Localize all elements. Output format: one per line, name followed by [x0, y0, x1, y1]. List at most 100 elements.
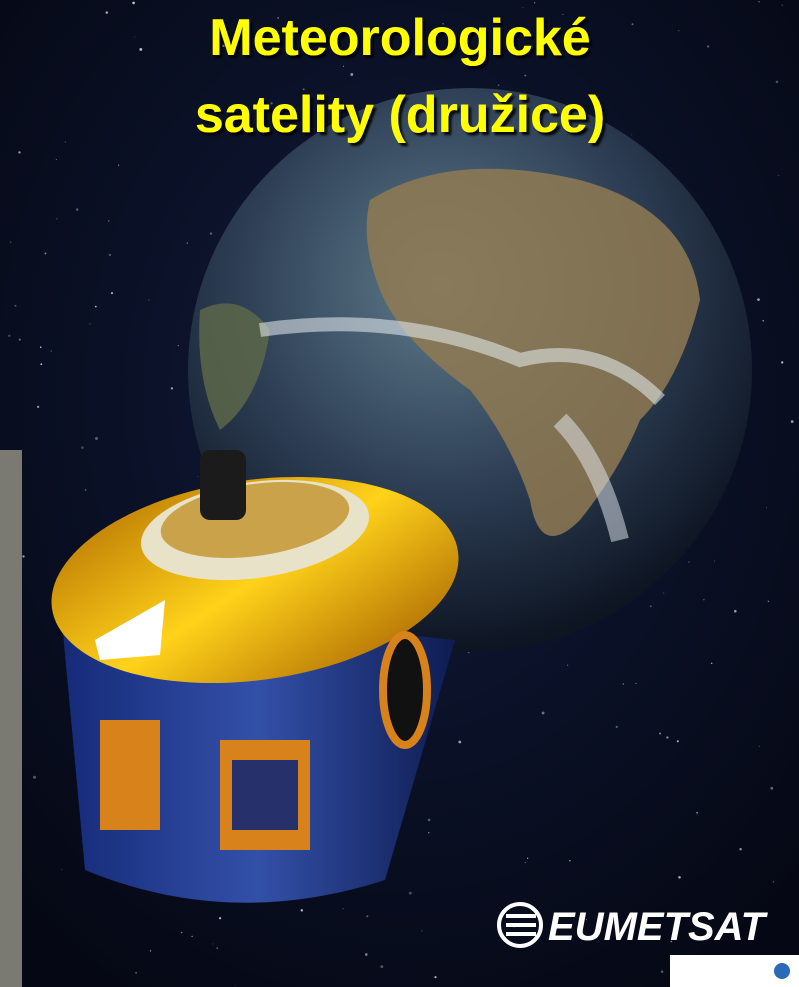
star: [541, 711, 545, 715]
star: [234, 985, 236, 987]
star: [75, 208, 79, 211]
star: [534, 2, 536, 4]
star: [676, 740, 679, 743]
logo-text: EUMETSAT: [548, 905, 769, 949]
star: [61, 869, 63, 871]
star: [631, 23, 634, 26]
star: [427, 818, 431, 822]
star: [585, 919, 587, 921]
star: [302, 88, 305, 91]
star: [108, 253, 112, 257]
star: [84, 489, 87, 491]
star: [56, 218, 58, 220]
star: [209, 232, 213, 235]
star: [524, 74, 527, 77]
star: [81, 446, 84, 449]
star: [64, 141, 66, 143]
star: [50, 350, 52, 352]
star: [10, 241, 12, 243]
star: [739, 847, 742, 851]
star: [55, 158, 57, 160]
star: [94, 305, 97, 308]
star: [758, 1, 760, 3]
star: [526, 857, 529, 859]
star: [562, 13, 564, 15]
star: [22, 555, 25, 558]
star: [758, 745, 760, 747]
star: [734, 609, 737, 613]
star: [659, 732, 662, 735]
star: [442, 23, 444, 25]
star: [366, 915, 369, 918]
star: [666, 736, 669, 739]
star: [622, 683, 624, 685]
star: [139, 47, 143, 51]
star: [135, 971, 137, 974]
star: [421, 930, 423, 932]
logo: [497, 902, 543, 948]
star: [18, 151, 21, 154]
star: [757, 298, 760, 301]
star: [95, 437, 98, 440]
corner-icon: [774, 963, 790, 979]
star: [300, 909, 304, 912]
star: [660, 970, 664, 973]
star: [36, 405, 40, 409]
star: [408, 891, 412, 895]
star: [107, 220, 110, 222]
star: [428, 832, 430, 834]
star: [148, 299, 150, 301]
star: [678, 876, 681, 879]
star: [263, 26, 265, 28]
star: [342, 65, 345, 67]
star: [688, 561, 690, 563]
star: [44, 252, 47, 255]
star: [775, 80, 779, 84]
star: [89, 323, 91, 325]
star: [635, 682, 637, 685]
star: [170, 387, 174, 390]
star: [380, 965, 384, 969]
star: [458, 740, 462, 744]
star: [522, 7, 524, 9]
star: [567, 664, 569, 666]
star: [14, 304, 17, 307]
star: [270, 102, 273, 105]
star: [707, 934, 710, 937]
star: [703, 599, 705, 601]
star: [790, 420, 794, 424]
star: [767, 600, 770, 603]
star: [277, 17, 279, 19]
star: [524, 861, 527, 864]
star: [149, 950, 152, 952]
star: [212, 943, 214, 945]
star: [770, 786, 774, 790]
star: [39, 346, 42, 348]
star: [569, 859, 571, 862]
star: [778, 174, 780, 176]
star: [393, 50, 396, 53]
star: [33, 775, 36, 779]
star: [497, 84, 500, 87]
star: [222, 44, 225, 48]
star: [110, 291, 114, 295]
star: [364, 953, 368, 956]
star: [615, 725, 618, 729]
title-line: Meteorologické: [209, 9, 590, 67]
star: [762, 319, 765, 322]
star: [713, 560, 715, 562]
star: [105, 11, 109, 14]
star: [678, 30, 680, 32]
title-line: satelity (družice): [195, 86, 605, 144]
star: [649, 605, 652, 608]
star: [781, 4, 783, 6]
star: [18, 338, 21, 341]
star: [177, 344, 180, 347]
star: [766, 507, 768, 509]
star: [333, 112, 336, 115]
star: [772, 881, 775, 883]
star: [350, 73, 354, 76]
satellite: [51, 450, 459, 903]
star: [663, 592, 665, 594]
